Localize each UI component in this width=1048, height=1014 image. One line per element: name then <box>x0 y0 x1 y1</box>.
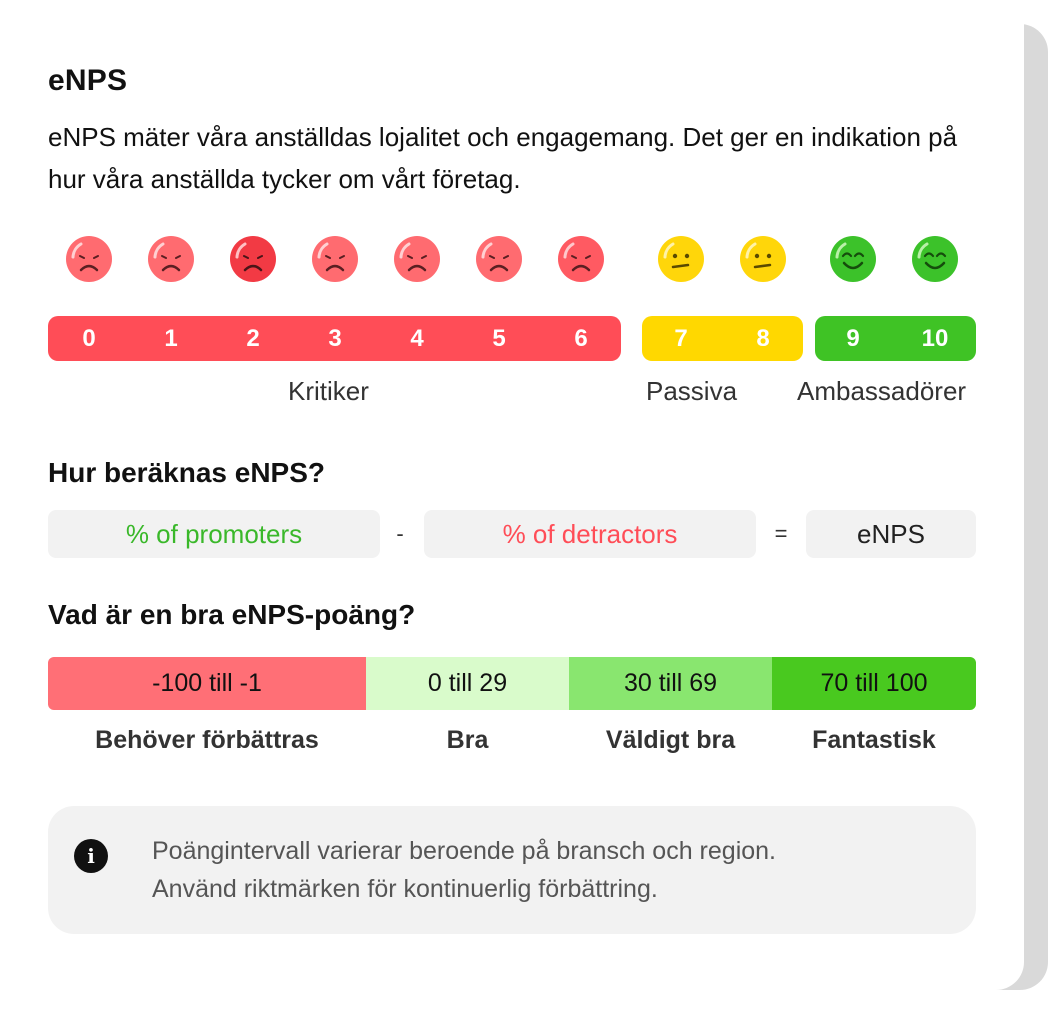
enps-result-box: eNPS <box>806 510 976 558</box>
minus-sign: - <box>396 521 404 546</box>
score-7: 7 <box>674 325 688 352</box>
happy-face-icon <box>911 235 959 283</box>
score-ranges-heading: Vad är en bra eNPS-poäng? <box>48 599 416 630</box>
sad-face-icon <box>229 235 277 283</box>
label-needs-improvement: Behöver förbättras <box>95 726 319 754</box>
passives-bar <box>642 316 803 361</box>
score-5: 5 <box>492 325 506 352</box>
label-fantastic: Fantastisk <box>812 726 936 754</box>
range-fantastic: 70 till 100 <box>772 657 976 710</box>
label-very-good: Väldigt bra <box>605 726 736 754</box>
sad-face-icon <box>475 235 523 283</box>
sad-face-icon <box>393 235 441 283</box>
score-4: 4 <box>410 325 424 352</box>
range-needs-improvement: -100 till -1 <box>48 657 366 710</box>
group-label-passives: Passiva <box>646 376 738 406</box>
label-good: Bra <box>446 726 489 754</box>
score-3: 3 <box>328 325 342 352</box>
happy-face-icon <box>829 235 877 283</box>
equals-sign: = <box>774 521 788 546</box>
score-9: 9 <box>846 325 860 352</box>
sad-face-icon <box>65 235 113 283</box>
sad-face-icon <box>311 235 359 283</box>
sad-face-icon <box>557 235 605 283</box>
score-8: 8 <box>756 325 770 352</box>
info-box: i Poängintervall varierar beroende på br… <box>48 806 976 934</box>
group-label-detractors: Kritiker <box>288 376 369 406</box>
range-good: 0 till 29 <box>366 657 569 710</box>
score-6: 6 <box>574 325 588 352</box>
range-very-good: 30 till 69 <box>569 657 772 710</box>
info-icon: i <box>74 839 108 873</box>
info-text-line-1: Poängintervall varierar beroende på bran… <box>152 837 776 865</box>
score-1: 1 <box>164 325 178 352</box>
enps-card: eNPS eNPS mäter våra anställdas lojalite… <box>0 0 1024 934</box>
neutral-face-icon <box>657 235 705 283</box>
page-title: eNPS <box>48 64 128 97</box>
group-label-promoters: Ambassadörer <box>797 376 967 406</box>
detractors-bar <box>48 316 621 361</box>
score-faces <box>0 0 1024 300</box>
detractors-box: % of detractors <box>424 510 756 558</box>
promoters-bar <box>815 316 976 361</box>
info-text: Poängintervall varierar beroende på bran… <box>152 832 952 908</box>
neutral-face-icon <box>739 235 787 283</box>
score-10: 10 <box>921 325 949 352</box>
info-text-line-2: Använd riktmärken för kontinuerlig förbä… <box>152 875 658 903</box>
score-2: 2 <box>246 325 260 352</box>
score-0: 0 <box>82 325 96 352</box>
promoters-box: % of promoters <box>48 510 380 558</box>
sad-face-icon <box>147 235 195 283</box>
page-description: eNPS mäter våra anställdas lojalitet och… <box>48 122 958 194</box>
formula-heading: Hur beräknas eNPS? <box>48 457 325 488</box>
